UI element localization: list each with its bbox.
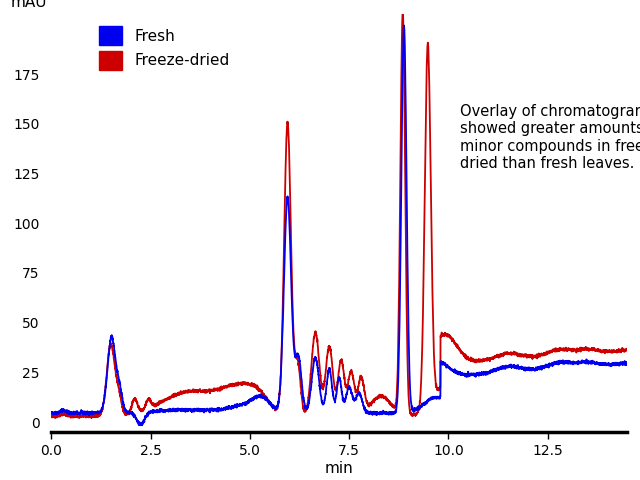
Text: Overlay of chromatograms
showed greater amounts of
minor compounds in freeze-
dr: Overlay of chromatograms showed greater … (460, 104, 640, 171)
Legend: Fresh, Freeze-dried: Fresh, Freeze-dried (99, 26, 230, 70)
Text: mAU: mAU (11, 0, 47, 10)
X-axis label: min: min (325, 461, 353, 476)
